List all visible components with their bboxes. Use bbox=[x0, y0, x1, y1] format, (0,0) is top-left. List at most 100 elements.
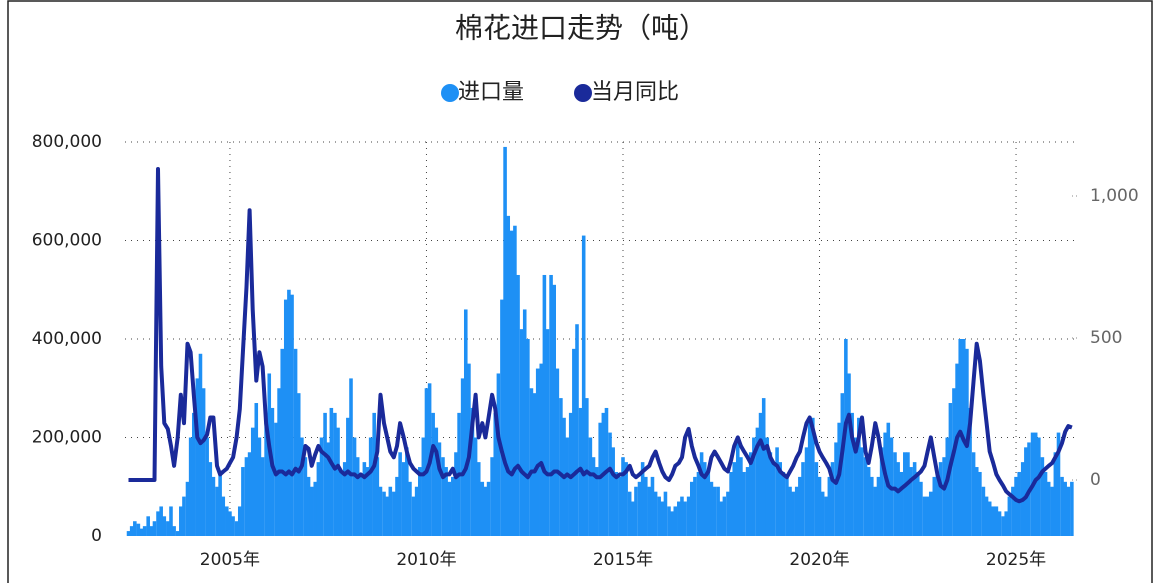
bar bbox=[191, 412, 196, 536]
bar bbox=[542, 274, 547, 536]
bar bbox=[306, 476, 311, 536]
bar bbox=[169, 506, 173, 536]
bar bbox=[365, 467, 370, 536]
bar bbox=[932, 476, 937, 536]
bar bbox=[545, 329, 550, 536]
bar bbox=[680, 496, 684, 536]
bar bbox=[896, 462, 900, 536]
bar bbox=[618, 476, 622, 536]
bar bbox=[608, 432, 612, 536]
bar bbox=[414, 486, 419, 536]
bar bbox=[660, 501, 665, 536]
bar bbox=[568, 412, 573, 536]
bar bbox=[129, 526, 134, 536]
bar bbox=[1024, 447, 1028, 536]
x-tick-label: 2015年 bbox=[593, 550, 653, 570]
bar bbox=[761, 398, 766, 536]
bar bbox=[850, 412, 854, 536]
bar bbox=[958, 339, 963, 536]
bar bbox=[535, 368, 540, 536]
bar bbox=[928, 491, 933, 536]
bar bbox=[598, 422, 602, 536]
bar bbox=[1011, 486, 1015, 536]
bar bbox=[509, 230, 514, 536]
bar bbox=[899, 471, 904, 536]
bar bbox=[316, 462, 321, 536]
bar bbox=[614, 471, 619, 536]
bar bbox=[283, 299, 288, 536]
bar bbox=[185, 481, 190, 536]
bar bbox=[847, 373, 851, 536]
bar bbox=[879, 447, 884, 536]
bar bbox=[329, 407, 334, 536]
bar bbox=[942, 457, 946, 536]
bar bbox=[575, 324, 579, 536]
bar bbox=[460, 378, 465, 536]
bar bbox=[634, 486, 638, 536]
bar bbox=[444, 467, 448, 536]
bar bbox=[997, 511, 1002, 536]
bar bbox=[893, 452, 897, 536]
bar bbox=[581, 235, 586, 536]
bar bbox=[683, 501, 687, 536]
bar bbox=[1040, 457, 1045, 536]
x-tick-label: 2020年 bbox=[789, 550, 849, 570]
bar bbox=[313, 481, 318, 536]
bar bbox=[876, 476, 881, 536]
bar bbox=[807, 422, 812, 536]
y-tick-label: 200,000 bbox=[32, 428, 102, 448]
bar bbox=[237, 506, 242, 536]
frame bbox=[7, 0, 1153, 583]
bar bbox=[971, 452, 976, 536]
bar bbox=[1037, 437, 1041, 536]
bar bbox=[368, 437, 373, 536]
bar bbox=[1056, 432, 1061, 536]
bar bbox=[834, 442, 838, 536]
bar bbox=[866, 467, 871, 536]
bar bbox=[699, 452, 704, 536]
bar bbox=[218, 471, 222, 536]
bar bbox=[673, 506, 678, 536]
bar bbox=[758, 412, 763, 536]
bar bbox=[735, 442, 740, 536]
bar bbox=[441, 457, 445, 536]
bar bbox=[244, 457, 249, 536]
bar bbox=[657, 496, 661, 536]
bar bbox=[142, 526, 147, 536]
bar bbox=[778, 462, 783, 536]
bar bbox=[572, 348, 576, 536]
bar bbox=[994, 506, 999, 536]
bar bbox=[555, 368, 560, 536]
bar bbox=[653, 491, 658, 536]
bar bbox=[1053, 452, 1058, 536]
legend-marker bbox=[441, 84, 459, 102]
y-tick-label: 0 bbox=[91, 526, 102, 546]
bar bbox=[431, 412, 435, 536]
chart-title: 棉花进口走势（吨） bbox=[455, 12, 707, 45]
bar bbox=[1070, 481, 1074, 536]
bar bbox=[405, 447, 409, 536]
bar bbox=[781, 471, 786, 536]
bar bbox=[490, 457, 494, 536]
bar bbox=[470, 407, 475, 536]
bar bbox=[968, 407, 972, 536]
x-tick-label: 2010年 bbox=[396, 550, 456, 570]
bar bbox=[1050, 486, 1054, 536]
bar bbox=[172, 526, 176, 536]
bar bbox=[480, 481, 485, 536]
bar bbox=[411, 496, 416, 536]
bar bbox=[709, 481, 714, 536]
bar bbox=[378, 486, 383, 536]
bar bbox=[801, 462, 805, 536]
y-tick-label: 600,000 bbox=[32, 231, 102, 251]
legend-label: 进口量 bbox=[458, 80, 524, 105]
bar bbox=[463, 309, 468, 536]
bar bbox=[274, 422, 278, 536]
bar bbox=[179, 506, 183, 536]
bar bbox=[1001, 516, 1005, 536]
bar bbox=[729, 471, 733, 536]
bar bbox=[771, 462, 776, 536]
bar bbox=[706, 471, 711, 536]
bar bbox=[159, 506, 163, 536]
bar bbox=[1066, 486, 1071, 536]
